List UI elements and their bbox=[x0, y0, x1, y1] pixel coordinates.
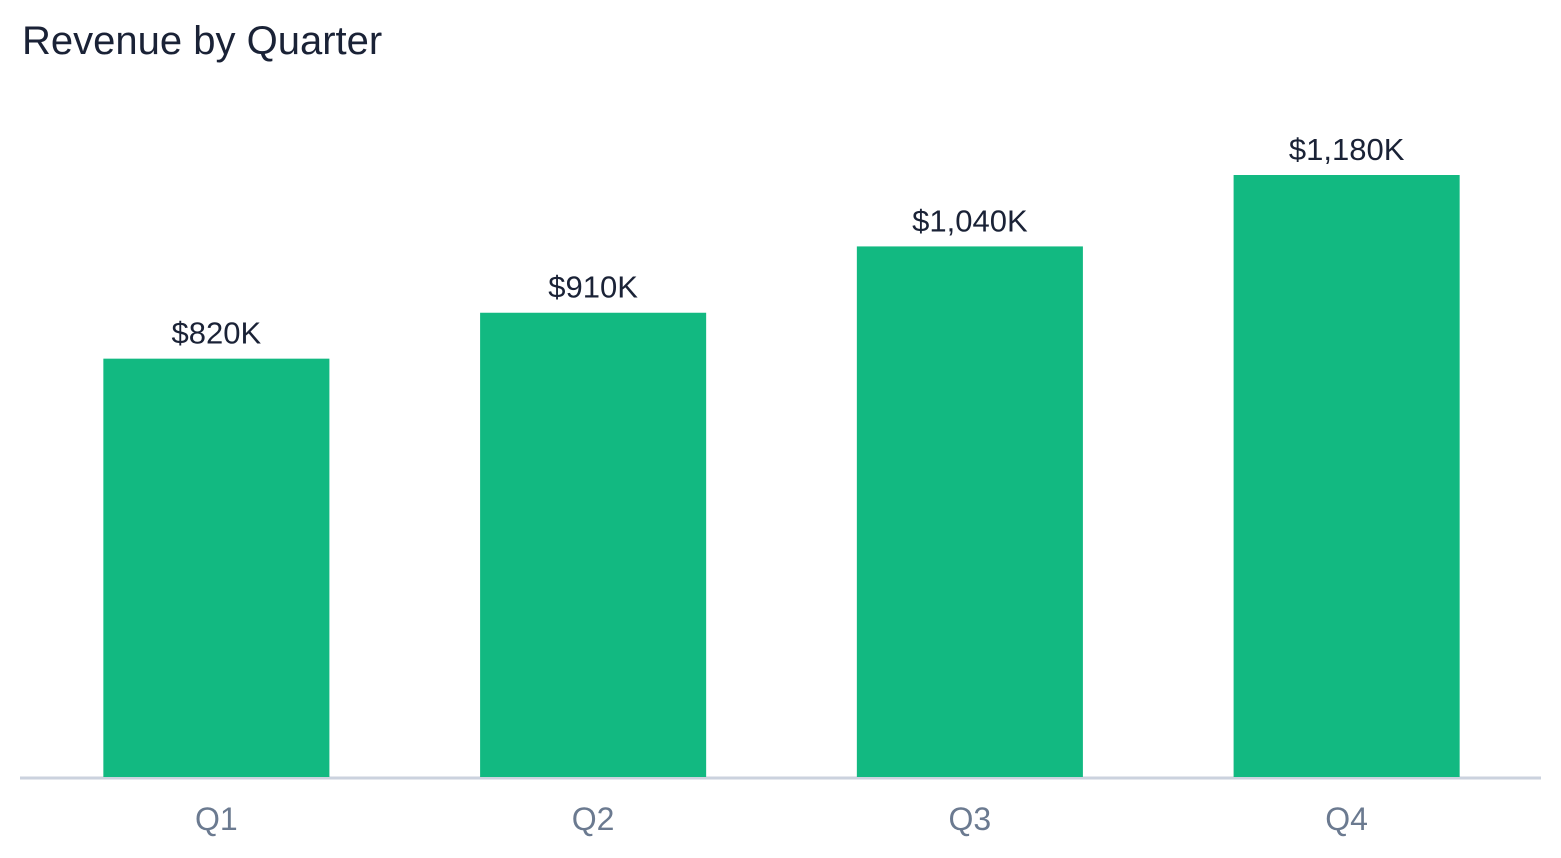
x-tick-label: Q3 bbox=[949, 801, 992, 837]
chart-title: Revenue by Quarter bbox=[22, 19, 382, 63]
bar bbox=[480, 312, 707, 777]
bar bbox=[856, 246, 1083, 778]
x-tick-label: Q1 bbox=[195, 801, 238, 837]
bar bbox=[1233, 175, 1460, 777]
value-label: $820K bbox=[172, 316, 262, 351]
value-label: $1,040K bbox=[912, 203, 1028, 238]
x-tick-label: Q2 bbox=[572, 801, 615, 837]
x-tick-label: Q4 bbox=[1325, 801, 1368, 837]
bar bbox=[103, 358, 330, 777]
value-label: $910K bbox=[548, 270, 638, 305]
value-label: $1,180K bbox=[1289, 132, 1405, 167]
